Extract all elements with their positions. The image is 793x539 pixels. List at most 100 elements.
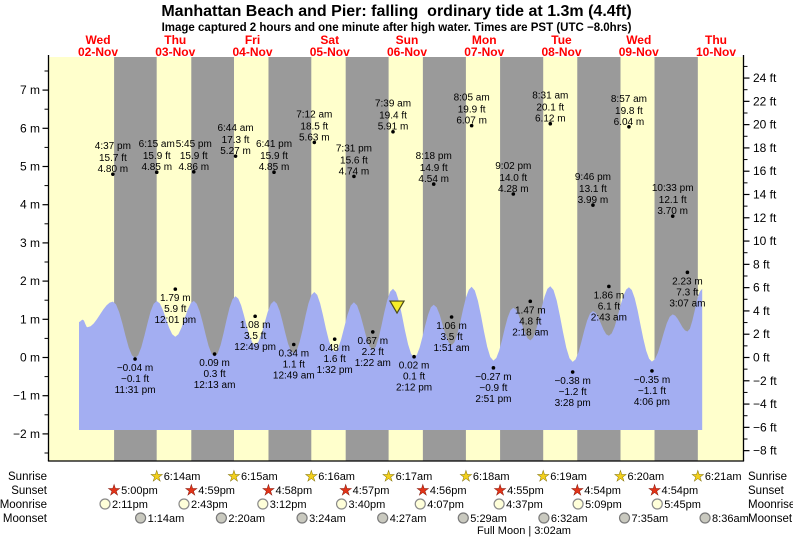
tide-annotation-text: 1.08 m (240, 320, 271, 331)
tide-annotation-text: 15.7 ft (99, 153, 127, 164)
day-date-label: 05-Nov (310, 45, 350, 59)
tide-annotation-text: 1:32 pm (317, 365, 353, 376)
tide-point-dot (627, 124, 631, 129)
sunrise-time: 6:19am (550, 471, 587, 483)
moonrise-moon-icon (414, 498, 426, 510)
tide-point-dot (528, 299, 533, 304)
moonrise-time: 3:12pm (270, 499, 307, 511)
moonset-moon-icon (377, 512, 389, 524)
moonset-event: 8:36am (699, 512, 749, 525)
tide-annotation-text: 9:02 pm (495, 161, 531, 172)
moonrise-moon-icon (99, 498, 111, 510)
tide-annotation-text: 8:18 pm (416, 151, 452, 162)
chart-title: Manhattan Beach and Pier: falling ordina… (161, 3, 632, 20)
tide-curve-area (79, 286, 703, 430)
tide-annotation-text: 6:15 am (139, 139, 175, 150)
y-axis-meters: 7 m 6 m 5 m 4 m 3 m 2 m 1 m 0 m −1 m −2 m (13, 70, 49, 454)
tide-annotation-text: 19.8 ft (615, 106, 643, 117)
tide-annotation-text: 19.9 ft (458, 105, 486, 116)
sunrise-star-icon: ★ (151, 470, 163, 485)
tide-annotation-text: 4.85 m (141, 162, 172, 173)
tide-point-dot (291, 342, 296, 347)
tide-annotation-text: −0.35 m (634, 375, 670, 386)
moonrise-moon-icon (651, 498, 663, 510)
moonrise-moon-icon (257, 498, 269, 510)
tide-annotation-text: 6.12 m (535, 114, 566, 125)
moonrise-moon-icon (493, 498, 505, 510)
tide-annotation-text: 12.1 ft (659, 195, 687, 206)
y-axis-label-ft: 18 ft (753, 141, 777, 155)
moonrise-moon-icon (572, 498, 584, 510)
tide-annotation-text: 19.4 ft (379, 111, 407, 122)
day-labels: Wed02-NovThu03-NovFri04-NovSat05-NovSun0… (78, 33, 736, 59)
y-axis-label-m: 0 m (20, 351, 40, 365)
tide-annotation-text: 8:05 am (454, 93, 490, 104)
day-name-label: Wed (85, 33, 110, 47)
y-axis-label-ft: 2 ft (753, 327, 770, 341)
moonrise-time: 2:43pm (191, 499, 228, 511)
y-axis-label-ft: 6 ft (753, 281, 770, 295)
sunset-event: ★ 4:57pm (339, 483, 389, 499)
tide-point-dot (133, 357, 137, 361)
tide-point-dot (312, 140, 317, 145)
y-axis-label-ft: −2 ft (753, 374, 777, 388)
tide-annotation-text: 2:12 pm (396, 383, 432, 394)
moonrise-moon-icon (335, 498, 348, 510)
moonrise-event: 2:43pm (178, 498, 228, 511)
tide-annotation-text: 0.34 m (278, 349, 309, 360)
tide-annotation-text: 15.9 ft (180, 151, 208, 162)
tide-annotation-text: 3.70 m (657, 206, 688, 217)
sunrise-time: 6:16am (318, 471, 355, 483)
tide-annotation-low: 0.48 m1.6 ft1:32 pm (317, 337, 353, 376)
moonset-moon-icon (296, 512, 308, 524)
day-date-label: 08-Nov (541, 45, 581, 59)
tide-annotation-low: −0.35 m−1.1 ft4:06 pm (634, 369, 670, 408)
tide-annotation-text: 2:51 pm (475, 394, 511, 405)
sunrise-star-icon: ★ (460, 470, 472, 485)
sunset-time: 4:56pm (430, 485, 467, 497)
y-axis-label-ft: −8 ft (753, 444, 777, 458)
y-axis-feet: 24 ft 22 ft 20 ft 18 ft 16 ft 14 ft 12 ft 10 ft… (743, 65, 777, 458)
tide-annotation-text: 6.07 m (456, 116, 487, 127)
tide-annotation-text: 6.04 m (614, 117, 645, 128)
tide-point-dot (449, 315, 454, 319)
y-axis-label-ft: 16 ft (753, 164, 777, 178)
day-date-label: 04-Nov (232, 45, 272, 59)
tide-point-dot (591, 203, 595, 207)
tide-annotation-text: −0.1 ft (121, 374, 149, 385)
y-axis-label-m: −1 m (13, 389, 40, 403)
tide-point-dot (607, 284, 611, 289)
tide-point-dot (253, 314, 257, 319)
sunset-star-icon: ★ (417, 484, 429, 499)
row-label-sunrise-left: Sunrise (8, 471, 47, 483)
day-date-label: 02-Nov (78, 45, 118, 59)
tide-annotation-text: 1.86 m (594, 290, 625, 301)
tide-annotation-text: −0.38 m (554, 376, 590, 387)
tide-annotation-text: 7.3 ft (676, 287, 698, 298)
sunrise-event: ★ 6:18am (460, 469, 510, 485)
y-axis-label-ft: 12 ft (753, 211, 777, 225)
sunrise-event: ★ 6:15am (228, 469, 278, 485)
day-name-label: Wed (626, 33, 651, 47)
tide-annotation-text: −1.1 ft (638, 386, 666, 397)
sunrise-time: 6:20am (628, 471, 665, 483)
tide-annotation-text: 6.1 ft (598, 301, 620, 312)
y-axis-label-ft: 20 ft (753, 118, 777, 132)
row-label-moonrise-left: Moonrise (0, 499, 47, 511)
tide-annotation-low: 0.67 m2.2 ft1:22 am (355, 330, 391, 369)
y-axis-label-ft: 14 ft (753, 187, 777, 201)
sunset-time: 5:00pm (121, 485, 158, 497)
moonset-time: 1:14am (148, 513, 185, 525)
tide-annotation-text: 11:31 pm (115, 385, 156, 396)
tide-annotation-low: 1.06 m3.5 ft1:51 am (434, 315, 470, 354)
tide-annotation-text: −0.04 m (117, 363, 153, 374)
